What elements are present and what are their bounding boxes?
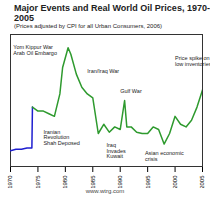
svg-text:2000: 2000 — [172, 175, 178, 188]
svg-text:1985: 1985 — [90, 175, 96, 188]
svg-text:IranianRevolutionShah Deposed: IranianRevolutionShah Deposed — [43, 129, 79, 147]
svg-text:Price spike onlow inventories: Price spike onlow inventories — [175, 55, 210, 67]
svg-text:Asian economiccrisis: Asian economiccrisis — [145, 150, 184, 162]
svg-text:Iran/Iraq War: Iran/Iraq War — [87, 68, 119, 74]
svg-text:Yom Kippur WarArab Oil Embargo: Yom Kippur WarArab Oil Embargo — [13, 44, 57, 56]
html-text:(Prices adjusted by CPI for al: (Prices adjusted by CPI for all Urban Co… — [14, 23, 163, 29]
svg-text:IraqInvadesKuwait: IraqInvadesKuwait — [107, 142, 127, 160]
svg-text:Gulf War: Gulf War — [120, 88, 142, 94]
svg-text:1990: 1990 — [117, 175, 123, 188]
svg-text:1980: 1980 — [62, 175, 68, 188]
svg-text:2005: 2005 — [199, 175, 205, 188]
svg-text:1975: 1975 — [35, 175, 41, 188]
html-text:Major Events and Real World Oi: Major Events and Real World Oil Prices, … — [14, 3, 210, 23]
html-text:www.wtrg.com: www.wtrg.com — [85, 188, 125, 194]
svg-text:1995: 1995 — [145, 175, 151, 188]
svg-text:1970: 1970 — [7, 175, 13, 188]
